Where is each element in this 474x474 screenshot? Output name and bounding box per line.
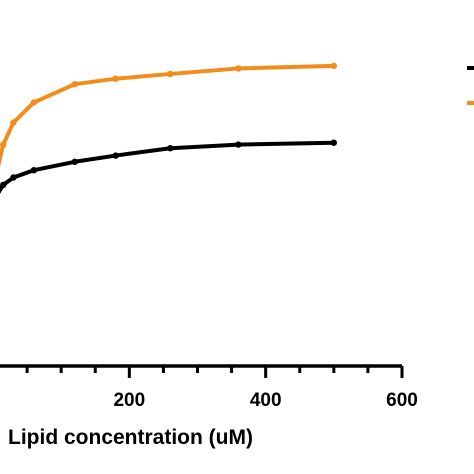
data-point (112, 152, 119, 159)
data-point (112, 75, 119, 82)
series-1 (0, 62, 338, 168)
series-line (0, 140, 336, 194)
data-point (10, 174, 17, 181)
data-point (167, 145, 174, 152)
series-2 (0, 139, 338, 194)
data-point (330, 139, 338, 146)
data-point (167, 70, 174, 78)
x-axis-title: Lipid concentration (uM) (8, 426, 253, 449)
data-point (30, 99, 38, 106)
data-point (10, 119, 17, 126)
data-point (0, 181, 7, 189)
x-tick-label: 400 (250, 390, 282, 411)
chart-series (0, 62, 338, 194)
series-line (0, 63, 336, 168)
data-point (71, 158, 79, 165)
x-axis-ticks (25, 366, 404, 378)
data-point (0, 141, 7, 148)
data-point (30, 166, 38, 174)
x-tick-label: 600 (386, 390, 418, 411)
x-axis-tick-labels: 200 400 600 (113, 390, 417, 411)
data-point (330, 62, 338, 70)
x-tick-label: 200 (113, 390, 145, 411)
legend (467, 66, 474, 105)
data-point (235, 65, 242, 72)
data-point (235, 141, 242, 148)
data-point (71, 80, 79, 88)
